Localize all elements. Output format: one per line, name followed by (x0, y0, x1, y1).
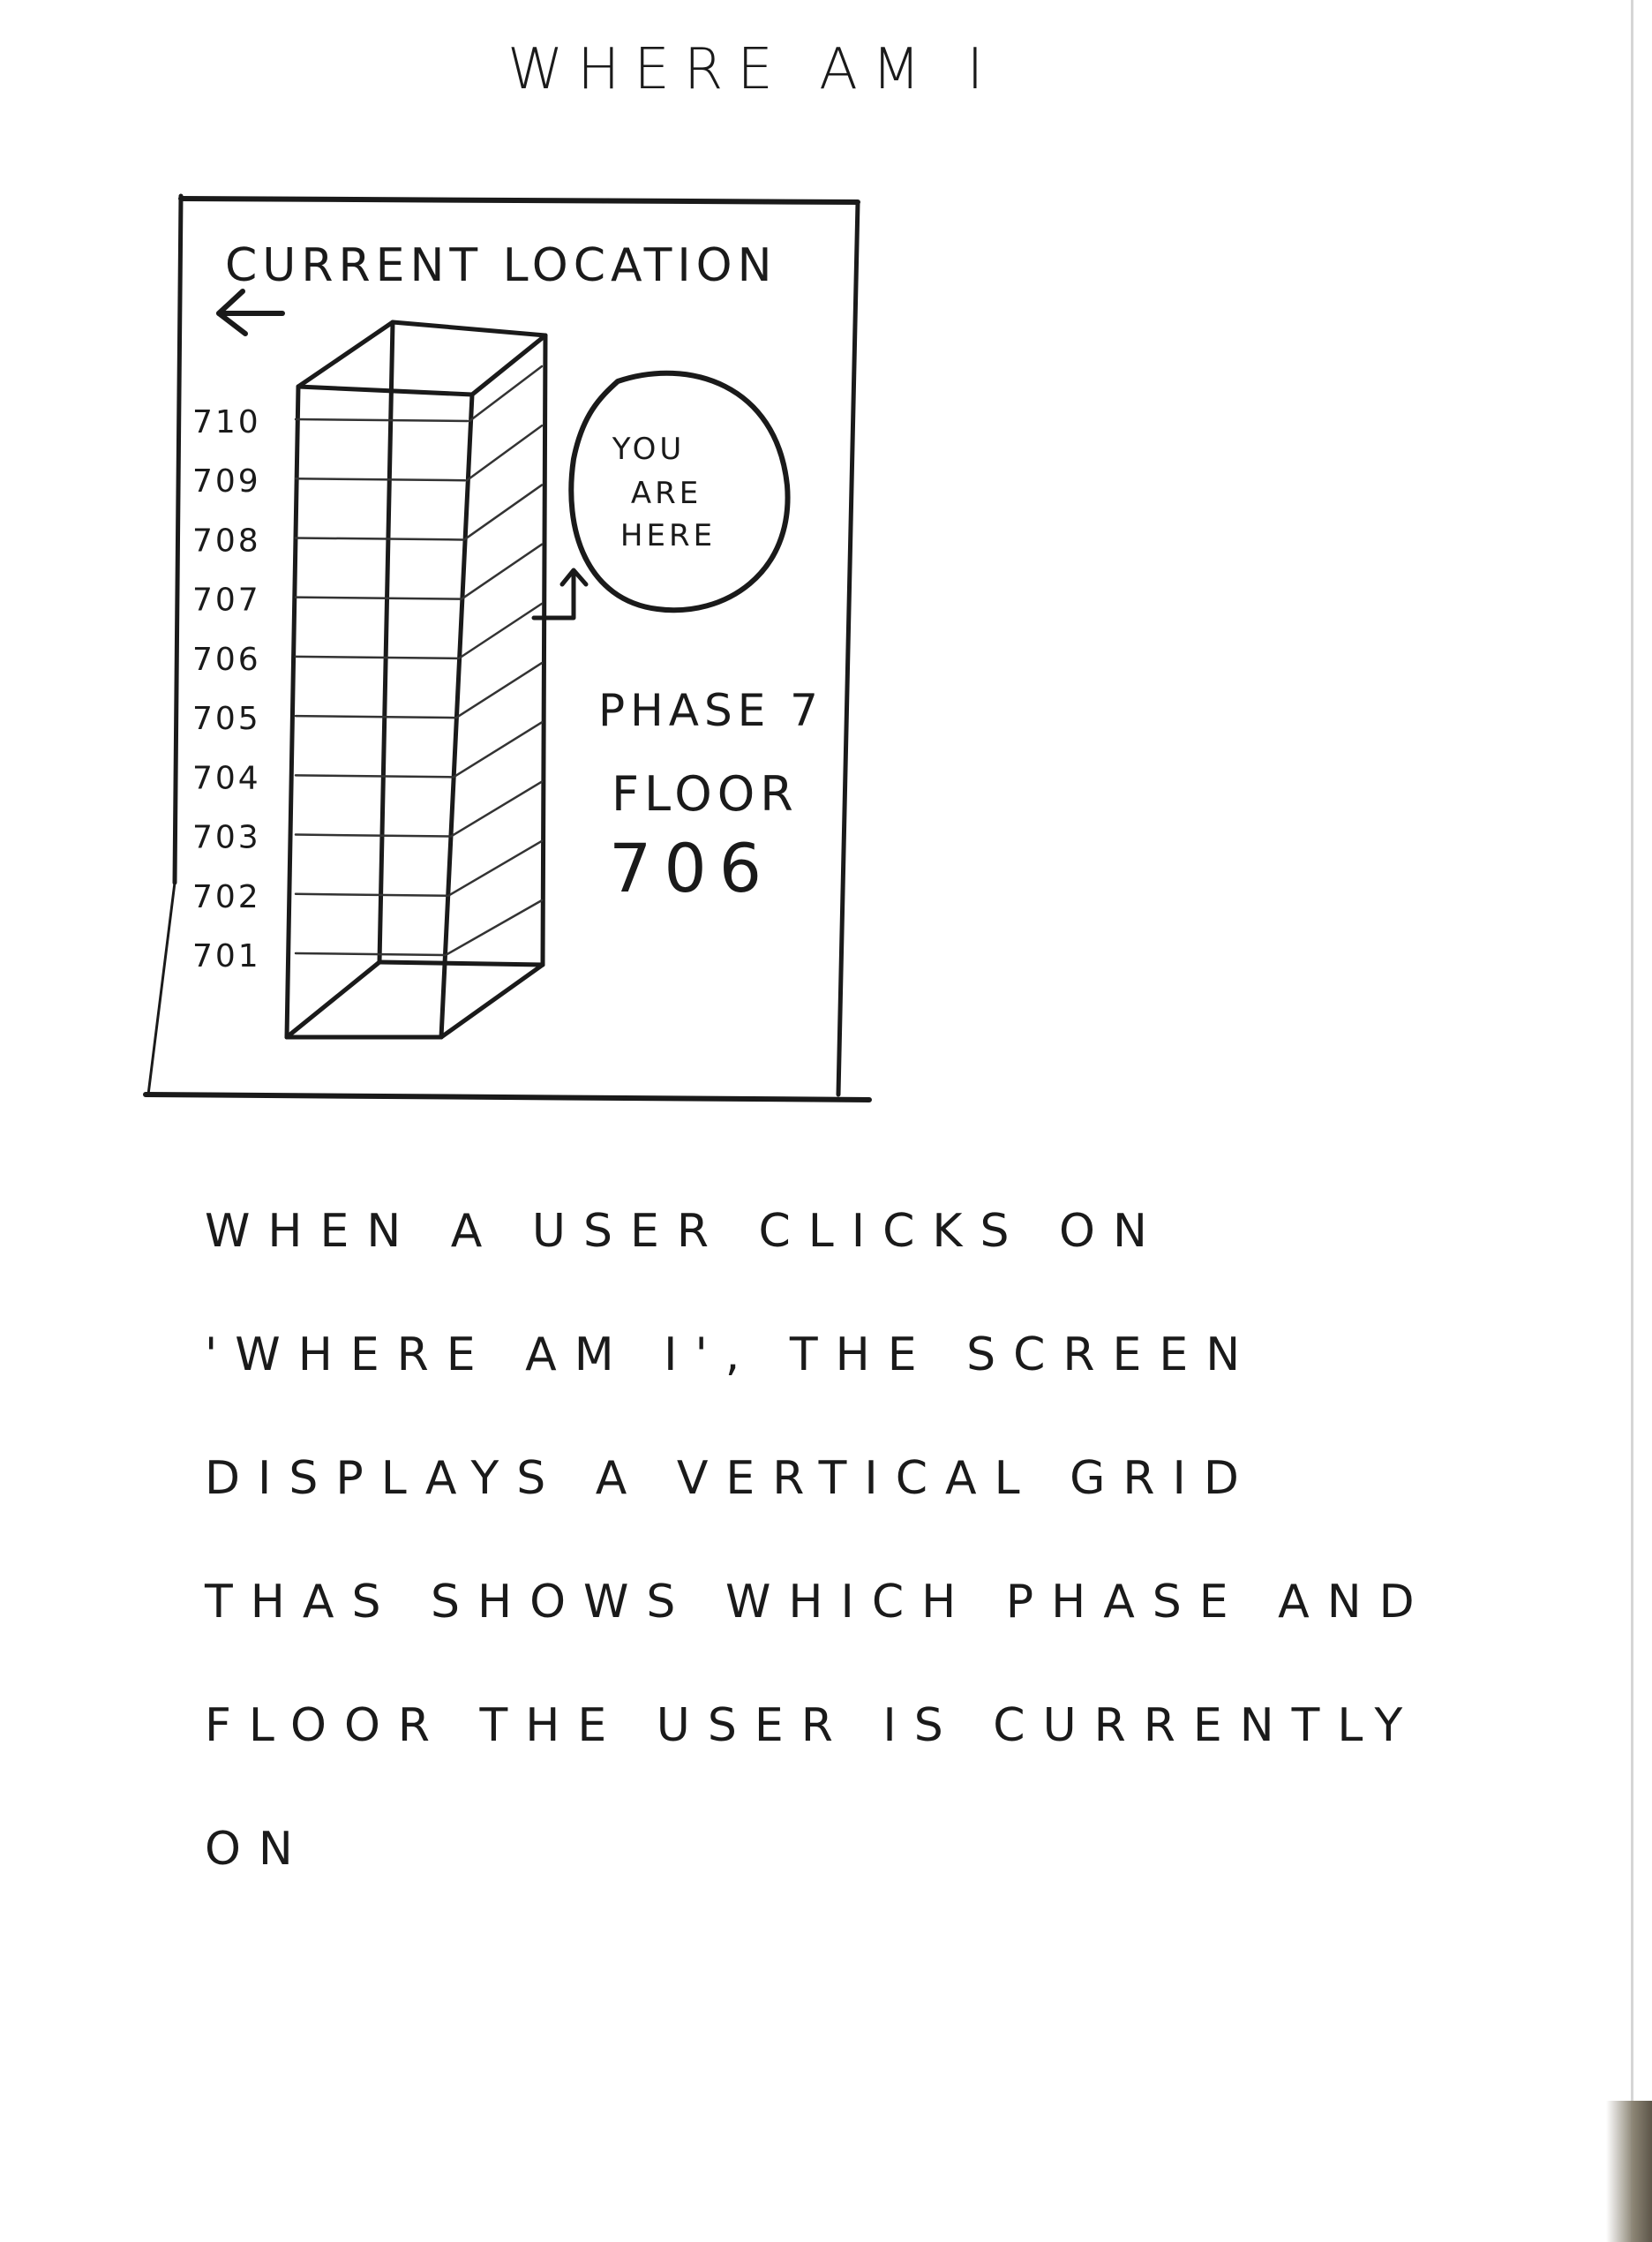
floor-label-708[interactable]: 708 (192, 523, 261, 559)
floor-label-705[interactable]: 705 (192, 701, 261, 737)
description-line: WHEN A USER CLICKS ON (205, 1205, 1165, 1258)
screen-mockup-sketch: CURRENT LOCATION 710 709 708 707 706 (143, 193, 872, 1102)
floor-line (294, 655, 459, 660)
floor-label-704[interactable]: 704 (192, 760, 261, 796)
floor-label-707[interactable]: 707 (192, 583, 261, 619)
floor-side-line (454, 661, 544, 719)
floor-side-line (444, 899, 544, 957)
floor-number: 706 (609, 829, 774, 907)
floor-line (294, 714, 456, 719)
current-location-label: CURRENT LOCATION (225, 239, 777, 292)
bubble-line-1: YOU (612, 432, 686, 467)
page-title: WHERE AM I (507, 37, 998, 102)
floor-side-line (460, 543, 544, 600)
floor-line (294, 418, 469, 423)
floor-line (294, 952, 446, 957)
floor-line (294, 774, 454, 779)
building-grid (284, 320, 548, 1040)
paper-edge (1631, 0, 1633, 2242)
description-text: WHEN A USER CLICKS ON 'WHERE AM I', THE … (205, 1170, 1511, 1911)
floor-side-line (447, 839, 544, 898)
floor-line (294, 892, 448, 898)
you-are-here-bubble: YOU ARE HERE (568, 370, 791, 613)
floor-side-line (468, 365, 544, 423)
description-line: THAS SHOWS WHICH PHASE AND (205, 1576, 1432, 1629)
floor-line (294, 477, 467, 482)
description-line: FLOOR THE USER IS CURRENTLY (205, 1699, 1421, 1752)
floor-label: FLOOR (612, 766, 799, 822)
floor-line (294, 833, 451, 838)
floor-label-703[interactable]: 703 (192, 820, 261, 856)
floor-label-701[interactable]: 701 (192, 938, 261, 974)
floor-labels: 710 709 708 707 706 705 704 703 702 701 (192, 404, 261, 974)
floor-label-702[interactable]: 702 (192, 879, 261, 915)
arrow-left-icon[interactable] (216, 289, 285, 336)
description-line: DISPLAYS A VERTICAL GRID (205, 1452, 1257, 1505)
description-line: 'WHERE AM I', THE SCREEN (205, 1328, 1258, 1381)
pointer-arrow-icon (531, 568, 589, 621)
bubble-line-3: HERE (620, 518, 716, 553)
floor-side-line (452, 721, 544, 779)
floor-side-line (462, 484, 544, 541)
floor-line (294, 596, 462, 600)
floor-label-706[interactable]: 706 (192, 642, 261, 678)
screen-frame (143, 193, 872, 1102)
floor-label-710[interactable]: 710 (192, 404, 261, 440)
bubble-line-2: ARE (631, 476, 702, 511)
floor-line (294, 537, 464, 541)
floor-side-line (465, 424, 544, 482)
floor-side-line (449, 780, 544, 838)
description-line: ON (205, 1823, 311, 1876)
floor-side-line (457, 602, 544, 660)
paper-corner-shadow (1606, 2101, 1652, 2242)
phase-label: PHASE 7 (598, 685, 823, 736)
floor-label-709[interactable]: 709 (192, 463, 261, 500)
